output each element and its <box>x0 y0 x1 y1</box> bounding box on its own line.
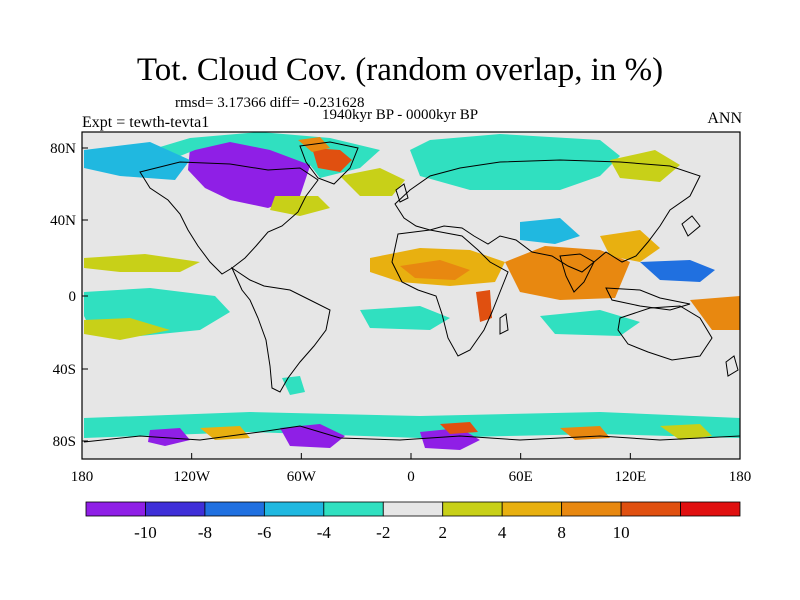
anomaly-patch-antarctica-2 <box>420 428 480 450</box>
anomaly-patch-sahel <box>400 260 470 280</box>
lon-tick-label: 60E <box>509 469 533 485</box>
lon-tick-label: 0 <box>407 469 415 485</box>
anomaly-patch-east-africa <box>476 290 492 322</box>
season-label: ANN <box>707 110 742 127</box>
anomaly-patch-antarctica-1 <box>280 424 345 448</box>
colorbar-label: -2 <box>376 523 390 542</box>
anomaly-patch-patagonia <box>282 376 305 395</box>
lat-tick-label: 40S <box>53 362 76 378</box>
colorbar-box <box>620 501 681 517</box>
anomaly-patch-west-pacific <box>640 260 715 282</box>
anomaly-patch-arabia-india <box>505 246 630 300</box>
coastline-africa <box>391 229 509 357</box>
anomaly-field <box>84 132 740 450</box>
anomaly-patch-antarctica-yellow <box>660 424 712 440</box>
colorbar-box <box>263 501 325 517</box>
anomaly-patch-pacific-yellow <box>84 318 170 340</box>
anomaly-patch-south-atlantic <box>360 306 450 330</box>
colorbar-box <box>680 501 741 517</box>
colorbar-label: 4 <box>498 523 507 542</box>
colorbar: -10 -8 -6 -4 -2 2 4 8 10 <box>85 501 741 542</box>
colorbar-label: -4 <box>317 523 332 542</box>
colorbar-label: 10 <box>613 523 630 542</box>
coastline-madagascar <box>499 313 509 335</box>
latitude-axis: 80N 40N 0 40S 80S <box>50 141 88 450</box>
colorbar-box <box>204 501 265 517</box>
colorbar-label: 2 <box>438 523 447 542</box>
anomaly-patch-north-pacific <box>84 142 190 180</box>
anomaly-patch-antarctica-orange <box>200 426 250 440</box>
anomaly-patch-arctic-canada <box>188 138 312 208</box>
experiment-label: Expt = tewth-tevta1 <box>82 114 210 131</box>
anomaly-patch-maritime-continent <box>690 296 740 330</box>
anomaly-patch-north-atlantic-yellow <box>340 168 405 196</box>
colorbar-box <box>382 501 444 517</box>
anomaly-patch-central-pacific <box>84 254 200 272</box>
anomaly-patch-antarctica-red-1 <box>440 422 478 434</box>
lon-tick-label: 180 <box>729 469 752 485</box>
anomaly-patch-greenland-red <box>312 148 352 172</box>
coastline-eurasia <box>394 159 701 273</box>
colorbar-box <box>145 501 206 517</box>
lat-tick-label: 40N <box>50 213 76 229</box>
lon-tick-label: 120W <box>173 469 211 485</box>
colorbar-box <box>85 501 146 517</box>
coastline-india <box>559 253 595 293</box>
coastline-south-america <box>230 266 331 393</box>
coastline-greenland <box>299 141 359 185</box>
coastline-new-zealand <box>725 355 739 377</box>
lat-tick-label: 80N <box>50 141 76 157</box>
coastline-indonesia <box>605 287 691 311</box>
colorbar-box <box>501 501 563 517</box>
lon-tick-label: 120E <box>614 469 646 485</box>
anomaly-patch-south-indian <box>540 310 640 336</box>
coastlines <box>83 141 740 443</box>
period-label: 1940kyr BP - 0000kyr BP <box>322 107 479 123</box>
anomaly-patch-north-pacific-yellow <box>270 196 330 216</box>
lon-tick-label: 60W <box>287 469 317 485</box>
anomaly-patch-indian-ocean <box>520 218 580 244</box>
anomaly-patch-eurasia-yellow <box>610 150 680 182</box>
coastline-japan <box>681 215 701 237</box>
colorbar-box <box>442 501 503 517</box>
lat-tick-label: 0 <box>69 289 77 305</box>
coastline-antarctica <box>83 425 740 443</box>
chart-title: Tot. Cloud Cov. (random overlap, in %) <box>136 52 664 88</box>
colorbar-label: 8 <box>557 523 566 542</box>
coastline-north-america <box>139 161 319 275</box>
coastline-uk <box>395 183 409 203</box>
colorbar-label: -10 <box>134 523 157 542</box>
statistics-label: rmsd= 3.17366 diff= -0.231628 <box>175 95 365 111</box>
anomaly-patch-antarctica-3 <box>148 428 190 446</box>
colorbar-box <box>323 501 384 517</box>
colorbar-box <box>561 501 622 517</box>
colorbar-label: -6 <box>257 523 271 542</box>
longitude-axis: 180 120W 60W 0 60E 120E 180 <box>71 453 752 485</box>
lat-tick-label: 80S <box>53 434 76 450</box>
anomaly-patch-south-asia <box>600 230 660 262</box>
coastline-australia <box>617 305 713 361</box>
colorbar-label: -8 <box>198 523 212 542</box>
lon-tick-label: 180 <box>71 469 94 485</box>
